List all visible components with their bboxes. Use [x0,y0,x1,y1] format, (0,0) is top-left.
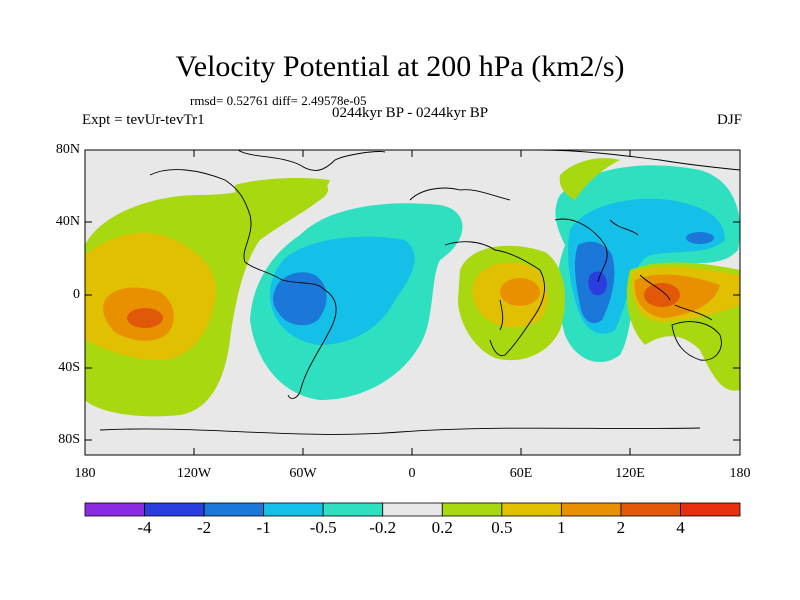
lat-label-40s: 40S [58,360,80,375]
stats-text: rmsd= 0.52761 diff= 2.49578e-05 [190,93,367,108]
lat-label-0: 0 [73,287,80,302]
lat-label-80s: 80S [58,432,80,447]
axis-ticks [84,149,741,455]
colorbar-swatch [263,502,324,517]
colorbar-tick-label: -2 [196,518,212,537]
indopacific-negative-core [588,271,607,296]
colorbar-swatch [322,502,384,517]
colorbar-swatch [560,502,622,517]
coastlines [99,150,740,435]
colorbar-swatch [382,502,443,517]
colorbar-swatch [144,502,205,517]
lat-label-40n: 40N [55,214,80,229]
north-asia-positive [559,158,620,200]
colorbar-tick-label: 2 [616,518,626,537]
colorbar-tick-label: 1 [557,518,566,537]
lon-label-60e: 60E [509,466,533,481]
colorbar-swatch [84,502,145,517]
map-area [85,150,740,455]
colorbar-swatch [441,502,503,517]
map-title: Velocity Potential at 200 hPa (km2/s) [175,50,625,83]
lon-label-120w: 120W [176,466,212,481]
lon-label-120e: 120E [615,466,645,481]
atlantic-negative-core [273,272,327,326]
colorbar-tick-label: 0.5 [491,518,513,537]
colorbar-tick-label: -0.5 [309,518,337,537]
colorbar-swatch [620,502,681,517]
lon-label-0: 0 [408,466,416,481]
maritime-positive-core [644,283,680,307]
north-atlantic-positive [235,177,330,223]
lat-label-80n: 80N [55,142,80,157]
period-subtitle: 0244kyr BP - 0244kyr BP [331,105,489,121]
pacific-positive-core [127,308,163,328]
africa-positive-core [500,278,540,306]
colorbar-tick-label: -4 [137,518,152,537]
experiment-label: Expt = tevUr-tevTr1 [82,112,205,128]
lon-label-60w: 60W [289,466,317,481]
colorbar-swatch [501,502,562,517]
colorbar-tick-label: -0.2 [369,518,397,537]
colorbar-swatch [680,502,741,517]
colorbar-tick-label: 0.2 [431,518,453,537]
colorbar-tick-label: -1 [256,518,271,537]
colorbar-swatch [203,502,265,517]
lon-label-180e: 180 [729,466,751,481]
lon-label-180w: 180 [74,466,96,481]
season-label: DJF [716,112,742,128]
colorbar [84,502,741,517]
colorbar-tick-label: 4 [676,518,685,537]
north-pacific-negative [686,232,714,244]
